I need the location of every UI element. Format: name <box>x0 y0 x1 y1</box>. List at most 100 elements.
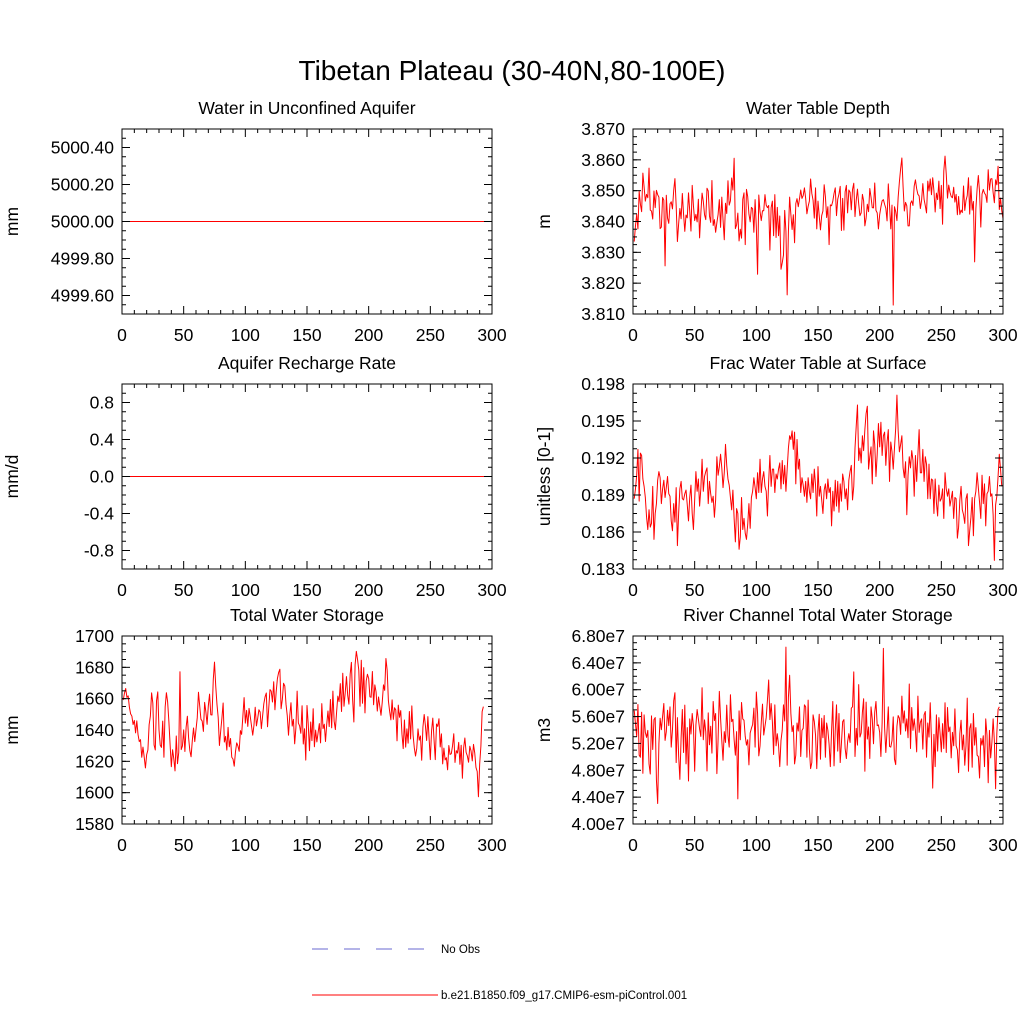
x-tick-label: 300 <box>477 325 506 345</box>
y-tick-label: 1660 <box>75 689 114 709</box>
x-tick-label: 0 <box>117 835 127 855</box>
y-tick-label: 0.8 <box>90 393 114 413</box>
x-tick-label: 200 <box>865 325 894 345</box>
y-tick-label: 3.840 <box>581 212 625 232</box>
x-tick-label: 100 <box>742 835 771 855</box>
x-tick-label: 300 <box>477 580 506 600</box>
x-tick-label: 150 <box>292 580 321 600</box>
y-tick-label: 6.00e7 <box>571 680 625 700</box>
y-tick-label: 4999.80 <box>51 249 115 269</box>
y-tick-label: 1580 <box>75 814 114 834</box>
y-tick-label: 0.0 <box>90 467 115 487</box>
x-tick-label: 100 <box>231 325 260 345</box>
chart-panel-4: Frac Water Table at Surface unitless [0-1… <box>534 353 1018 600</box>
y-tick-label: 5000.20 <box>51 175 115 195</box>
y-tick-label: 1680 <box>75 657 114 677</box>
y-axis-label: m <box>534 214 554 229</box>
chart-panel-1: Water in Unconfined Aquifer mm 0 50 100 150 20… <box>2 98 507 345</box>
x-tick-label: 0 <box>117 325 127 345</box>
legend-label-model: b.e21.B1850.f09_g17.CMIP6-esm-piControl.… <box>441 990 687 1002</box>
y-tick-label: 6.40e7 <box>571 653 625 673</box>
y-tick-label: 6.80e7 <box>571 626 625 646</box>
x-tick-label: 200 <box>354 325 383 345</box>
x-tick-label: 150 <box>803 835 832 855</box>
x-tick-label: 0 <box>628 835 638 855</box>
y-tick-label: 1600 <box>75 783 114 803</box>
y-tick-label: 5.20e7 <box>571 733 625 753</box>
panel-title: Frac Water Table at Surface <box>710 353 927 373</box>
x-tick-label: 150 <box>803 325 832 345</box>
y-tick-label: 1620 <box>75 751 114 771</box>
chart-panel-2: Water Table Depth m 0 50 100 150 200 250 300 3.81… <box>534 98 1018 345</box>
x-tick-label: 150 <box>292 835 321 855</box>
x-tick-label: 250 <box>927 835 956 855</box>
x-tick-label: 0 <box>117 580 127 600</box>
y-tick-label: 5000.00 <box>51 212 115 232</box>
y-tick-label: 1640 <box>75 720 114 740</box>
y-tick-label: 5.60e7 <box>571 707 625 727</box>
x-tick-label: 250 <box>927 325 956 345</box>
y-tick-label: 3.850 <box>581 181 625 201</box>
page-title: Tibetan Plateau (30-40N,80-100E) <box>299 55 726 86</box>
y-tick-label: -0.4 <box>84 504 114 524</box>
x-tick-label: 200 <box>865 835 894 855</box>
legend: No Obs b.e21.B1850.f09_g17.CMIP6-esm-piC… <box>312 944 687 1002</box>
chart-panel-6: River Channel Total Water Storage m3 0 50 10… <box>534 605 1018 855</box>
y-axis-label: m3 <box>534 718 554 742</box>
x-tick-label: 250 <box>927 580 956 600</box>
y-tick-label: 4.40e7 <box>571 787 625 807</box>
y-tick-label: 0.183 <box>581 559 625 579</box>
chart-panel-5: Total Water Storage mm 0 50 100 150 200 250 300 1… <box>2 605 507 855</box>
y-tick-label: 3.830 <box>581 242 625 262</box>
y-tick-label: 4.00e7 <box>571 814 625 834</box>
x-tick-label: 200 <box>354 580 383 600</box>
series-line <box>122 650 484 798</box>
x-tick-label: 50 <box>685 835 705 855</box>
y-tick-label: 0.186 <box>581 522 625 542</box>
x-tick-label: 300 <box>988 325 1017 345</box>
x-tick-label: 300 <box>477 835 506 855</box>
x-tick-label: 100 <box>231 580 260 600</box>
x-tick-label: 250 <box>416 580 445 600</box>
y-tick-label: 3.870 <box>581 119 625 139</box>
series-line <box>633 646 1000 805</box>
x-tick-label: 200 <box>354 835 383 855</box>
y-tick-label: 0.4 <box>90 430 115 450</box>
panel-title: Water Table Depth <box>746 98 890 118</box>
panel-title: Total Water Storage <box>230 605 384 625</box>
x-tick-label: 50 <box>174 325 194 345</box>
x-tick-label: 300 <box>988 835 1017 855</box>
panel-title: Water in Unconfined Aquifer <box>198 98 415 118</box>
x-tick-label: 50 <box>685 325 705 345</box>
y-tick-label: 0.189 <box>581 485 625 505</box>
chart-panel-3: Aquifer Recharge Rate mm/d 0 50 100 150 200 250… <box>2 353 507 600</box>
x-tick-label: 50 <box>174 835 194 855</box>
y-tick-label: 1700 <box>75 626 114 646</box>
x-tick-label: 100 <box>231 835 260 855</box>
series-line <box>633 155 1004 306</box>
x-tick-label: 0 <box>628 580 638 600</box>
x-tick-label: 100 <box>742 580 771 600</box>
y-tick-label: 4.80e7 <box>571 760 625 780</box>
series-line <box>633 394 1003 561</box>
y-tick-label: 3.860 <box>581 150 625 170</box>
chart-panels: Water in Unconfined Aquifer mm 0 50 100 150 20… <box>2 98 1018 855</box>
x-tick-label: 250 <box>416 325 445 345</box>
y-axis-label: unitless [0-1] <box>534 427 554 526</box>
x-tick-label: 50 <box>685 580 705 600</box>
y-axis-label: mm <box>2 715 22 744</box>
legend-label-obs: No Obs <box>441 944 480 956</box>
panel-title: River Channel Total Water Storage <box>683 605 952 625</box>
y-tick-label: 0.195 <box>581 411 625 431</box>
panel-title: Aquifer Recharge Rate <box>218 353 396 373</box>
x-tick-label: 50 <box>174 580 194 600</box>
x-tick-label: 300 <box>988 580 1017 600</box>
y-tick-label: 4999.60 <box>51 286 115 306</box>
y-tick-label: 3.820 <box>581 273 625 293</box>
x-tick-label: 250 <box>416 835 445 855</box>
y-axis-label: mm/d <box>2 455 22 499</box>
y-tick-label: 3.810 <box>581 304 625 324</box>
x-tick-label: 150 <box>803 580 832 600</box>
